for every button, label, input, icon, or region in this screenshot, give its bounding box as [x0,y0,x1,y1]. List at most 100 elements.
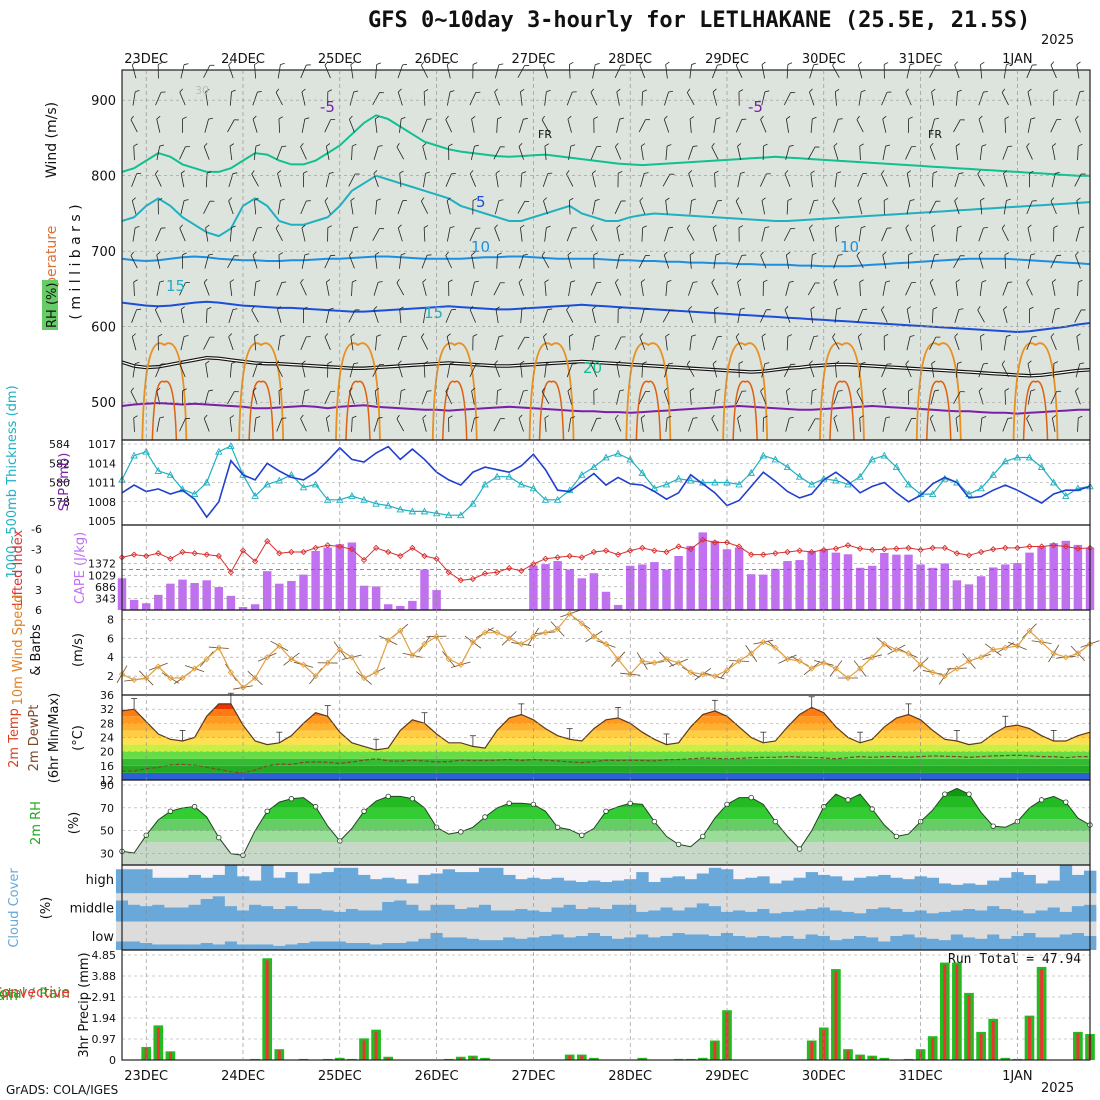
wind-barb-staff [520,227,523,242]
wind-barb [930,253,939,269]
wind-barb-flag [1076,197,1081,201]
contour-20 [121,114,1090,177]
wind-barb-staff [979,146,983,161]
wind-barb [156,115,161,133]
wind-barb-flag [448,415,453,419]
p5-ytick: 28 [100,717,114,730]
wind-barb-flag [1076,333,1081,337]
wind-barb [614,64,626,79]
wind-barb-flag [396,143,400,148]
wind-barb-staff [688,146,694,160]
wind-barb-staff [1027,227,1032,242]
thickness-point [578,470,586,478]
cloud-bar-middle [200,899,214,922]
cloud-bar-middle [587,907,601,922]
rh2m-point [191,804,198,810]
cloud-bar-low [829,940,843,950]
cloud-bar-high [418,874,431,894]
cloud-gap-low [539,921,552,936]
wind-barb [278,116,284,133]
wind-barb-flag [352,143,357,147]
wind-barb [277,198,285,215]
wind-barb-staff [350,200,354,215]
wind-barb-staff [399,254,402,269]
lifted-index-point [215,552,222,560]
wind-barb [1050,197,1057,215]
wind-barb-flag [349,251,353,256]
wind-barb-staff [254,336,257,351]
wind-barb-staff [566,363,573,378]
wind-barb-staff [807,418,816,432]
cape-bar [892,554,901,610]
cape-bar [1049,543,1058,610]
wind-barb-staff [203,282,210,296]
lifted-index-point [530,560,537,568]
wind-barb-flag [275,224,280,229]
wind-barb-flag [234,391,239,393]
wind-barb [469,306,477,323]
wind-barb-flag [958,172,964,174]
cloud-bar-middle [442,904,456,922]
contour-label-30: 30 [195,84,209,97]
wind-barb [254,61,259,79]
wind-barb-staff [180,200,185,215]
wind-barb-flag [469,306,474,310]
wind-barb-flag [955,415,960,419]
wind-barb-flag [304,253,310,256]
wind-barb [543,197,548,215]
wind-barb [349,362,359,378]
wind-barb-flag [983,227,988,229]
wind-barb-staff [132,363,136,378]
cloud-bar-middle [854,913,867,922]
cloud-bar-middle [733,910,746,922]
p4-ytick: 2 [107,670,114,683]
wind-barb-staff [979,281,983,296]
wind-barb-staff [1075,255,1081,269]
wind-barb [856,387,864,405]
wind-barb-flag [300,142,304,147]
wind-barb [640,279,646,296]
wind-barb [133,143,138,161]
wind-barb-staff [399,309,402,324]
wind-barb [156,144,165,161]
wind-barb [154,306,162,323]
wind-barb [737,171,745,188]
wind-barb-flag [281,145,287,147]
wind-barb [856,251,864,269]
date-label-top: 24DEC [221,52,265,67]
lifted-index-point [409,544,416,552]
wind-barb-staff [735,200,743,214]
wind-barb [833,390,843,405]
wind-barb-staff [349,255,355,269]
wind-barb-flag [644,308,649,310]
wind-barb-flag [618,306,623,310]
cloud-bar-high [1059,865,1073,894]
wind-barb-staff [251,173,259,187]
wind-barb-flag [590,224,595,229]
wind-barb [157,198,163,215]
wind-barb-staff [566,92,573,106]
lifted-index-point [1050,542,1057,549]
wind-barb-staff [520,309,523,324]
cloud-gap-middle [684,893,698,908]
cloud-gap-low [503,921,516,938]
wind-barb-flag [1052,279,1057,283]
wind-barb-flag [813,199,819,202]
thickness-point [965,490,973,497]
p6-ytick: 50 [100,825,114,838]
wind-barb-staff [204,254,209,269]
wind-barb [277,306,282,324]
wind-barb-staff [130,391,138,405]
wind-barb-flag [353,90,359,93]
wind-barb [204,389,213,405]
wind-barb-flag [592,170,597,174]
wind-barb-staff [737,146,742,160]
wind-barb [446,333,451,351]
wind-barb-staff [689,200,692,215]
wind-barb [324,119,336,133]
wind-barb-flag [301,88,306,93]
wind-barb-staff [518,418,524,432]
wind-barb [809,88,815,106]
wind-barb-staff [349,91,355,106]
wind-barb [179,418,190,432]
